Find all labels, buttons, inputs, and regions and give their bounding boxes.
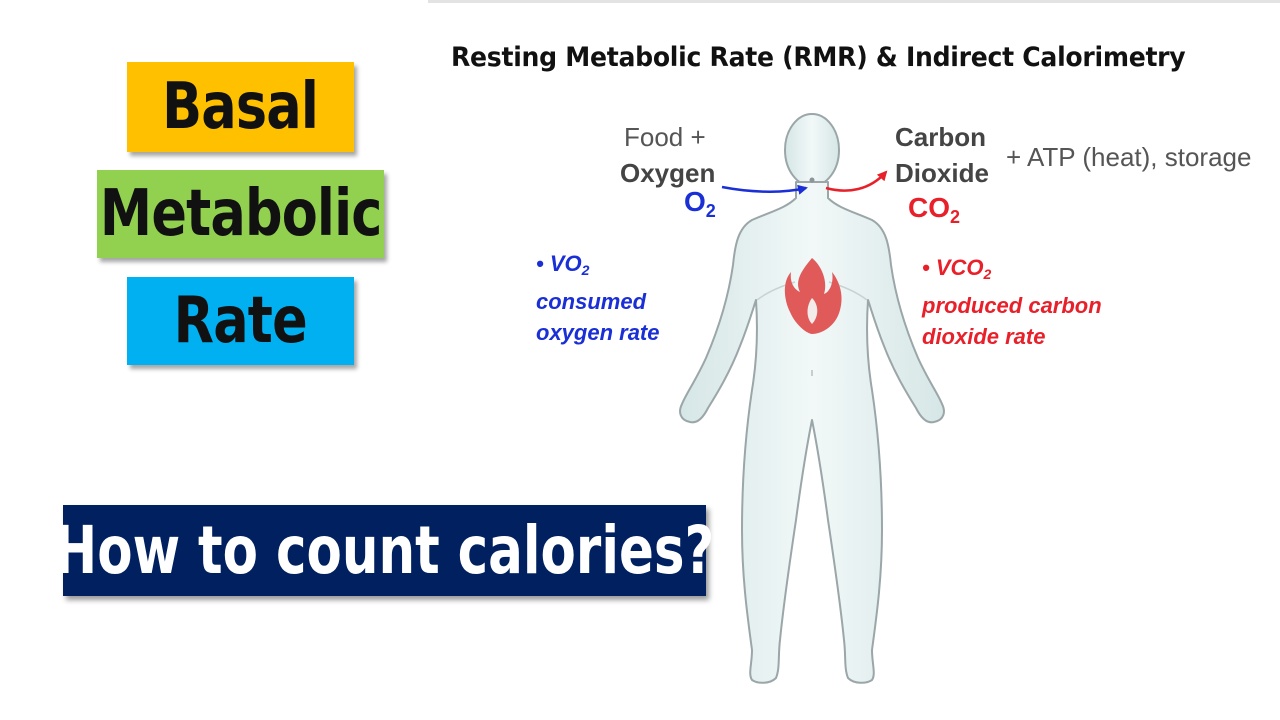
vco2-note: • VCO2 produced carbon dioxide rate: [922, 252, 1102, 352]
vo2-note: • VO2 consumed oxygen rate: [536, 248, 660, 348]
diagram-title: Resting Metabolic Rate (RMR) & Indirect …: [451, 42, 1186, 73]
mouth-mark: [809, 177, 815, 183]
metabolic-label-box: Metabolic: [97, 170, 384, 258]
human-body-icon: [679, 113, 945, 684]
oxygen-label: Oxygen: [620, 158, 716, 188]
rate-label: Rate: [173, 284, 308, 358]
top-divider: [428, 0, 1280, 3]
basal-label: Basal: [162, 70, 320, 144]
metabolic-label: Metabolic: [99, 177, 382, 251]
oxygen-in-arrow: [721, 184, 808, 195]
vo2-line2: consumed: [536, 289, 647, 314]
o2-symbol: O2: [684, 186, 716, 221]
food-plus-label: Food +: [624, 122, 706, 152]
vco2-line3: dioxide rate: [922, 324, 1046, 349]
vco2-line2: produced carbon: [922, 293, 1102, 318]
calories-banner: How to count calories?: [54, 505, 715, 596]
banner-text: How to count calories?: [54, 512, 715, 589]
vo2-bullet: • VO2: [536, 251, 590, 278]
flame-icon: [784, 258, 842, 334]
atp-storage-label: + ATP (heat), storage: [1006, 142, 1252, 172]
dioxide-label: Dioxide: [895, 158, 989, 188]
vco2-bullet: • VCO2: [922, 255, 992, 282]
co2-out-arrow: [825, 170, 888, 192]
carbon-label: Carbon: [895, 122, 986, 152]
rate-label-box: Rate: [127, 277, 354, 365]
vo2-line3: oxygen rate: [536, 320, 660, 345]
basal-label-box: Basal: [127, 62, 354, 152]
co2-symbol: CO2: [908, 192, 961, 227]
